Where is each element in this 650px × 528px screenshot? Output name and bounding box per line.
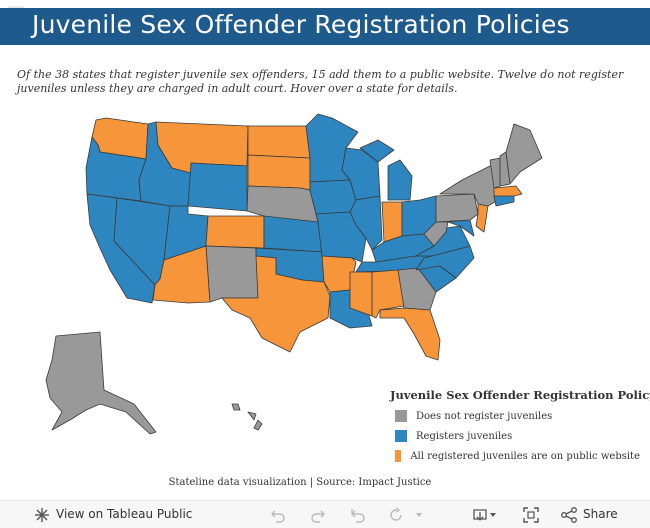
state-ga[interactable] [397,267,437,311]
state-nj[interactable] [475,203,489,233]
undo-icon[interactable] [270,507,286,523]
title-bar: Juvenile Sex Offender Registration Polic… [0,8,650,45]
subtitle: Of the 38 states that register juvenile … [17,68,624,95]
download-icon[interactable] [472,507,498,523]
legend-title: Juvenile Sex Offender Registration Polic… [390,388,650,402]
state-nd[interactable] [247,125,311,159]
state-nc[interactable] [415,245,475,279]
refresh-icon[interactable] [388,507,404,523]
legend-swatch-blue [395,430,407,442]
share-button[interactable]: Share [583,507,618,521]
state-hi[interactable] [231,403,263,431]
state-in[interactable] [381,201,403,243]
share-icon[interactable] [560,506,578,524]
state-il[interactable] [349,195,383,251]
state-ia[interactable] [309,179,357,215]
legend-label: Registers juveniles [416,430,513,442]
legend-swatch-orange [395,450,402,462]
state-fl[interactable] [379,307,441,361]
page-title: Juvenile Sex Offender Registration Polic… [32,10,570,39]
source-note: Stateline data visualization | Source: I… [168,477,432,488]
legend-swatch-gray [395,410,407,422]
state-ma[interactable] [493,185,523,197]
pause-dropdown-icon[interactable] [414,510,424,520]
state-ms[interactable] [349,271,373,317]
state-ks[interactable] [263,215,323,253]
state-wv[interactable] [423,221,449,247]
view-on-tableau-link[interactable]: View on Tableau Public [56,507,193,521]
legend-item-public[interactable]: All registered juveniles are on public w… [390,446,640,466]
fullscreen-icon[interactable] [522,506,540,524]
redo-icon[interactable] [310,507,326,523]
legend-item-none[interactable]: Does not register juveniles [390,406,640,426]
state-wy[interactable] [187,162,248,212]
state-ak[interactable] [45,331,157,435]
state-mi[interactable] [359,139,413,201]
state-nm[interactable] [205,245,259,303]
state-me[interactable] [505,123,543,185]
state-tx[interactable] [221,255,331,353]
legend: Juvenile Sex Offender Registration Polic… [390,388,650,466]
tableau-toolbar: View on Tableau Public Share [0,500,650,528]
us-map [45,113,543,435]
revert-icon[interactable] [350,507,366,523]
legend-label: Does not register juveniles [416,410,553,422]
tableau-logo-icon[interactable] [34,507,50,523]
state-co[interactable] [205,215,265,249]
state-sd[interactable] [247,154,311,191]
state-pa[interactable] [435,193,479,223]
legend-label: All registered juveniles are on public w… [410,450,640,462]
legend-item-registers[interactable]: Registers juveniles [390,426,640,446]
